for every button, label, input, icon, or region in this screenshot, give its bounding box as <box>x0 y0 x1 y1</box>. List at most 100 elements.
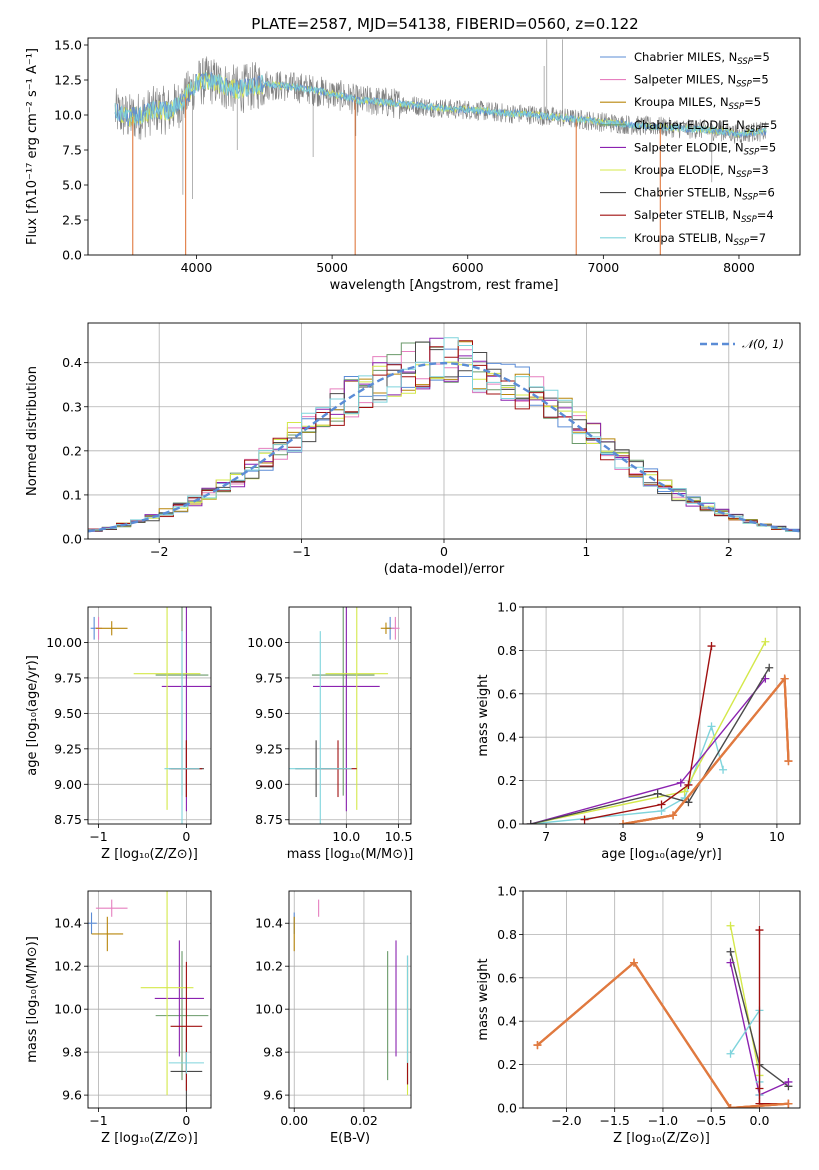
panel-mass-vs-ebv: 0.00 0.02 9.6 9.8 10.0 10.2 10.4 E(B-V) <box>255 890 412 1146</box>
legend-subscript: SSP <box>744 147 760 157</box>
axes-frame <box>288 606 412 825</box>
legend-subscript: SSP <box>736 80 752 90</box>
y-tick-label: 0.3 <box>62 399 82 414</box>
panel-weight-vs-age: 7 8 9 10 0.0 0.2 0.4 0.6 0.8 1.0 age [log₁₀(age/yr… <box>476 600 801 862</box>
y-tick-label: 10.4 <box>54 916 82 931</box>
y-tick-label: 9.00 <box>255 777 283 792</box>
legend-entry: Salpeter STELIB, NSSP=4 <box>634 208 774 225</box>
legend-text: Salpeter ELODIE, N <box>634 140 744 154</box>
series-point <box>526 820 535 824</box>
legend-entry: Chabrier STELIB, NSSP=6 <box>634 186 775 203</box>
y-tick-label: 15.0 <box>54 38 82 53</box>
y-tick-label: 10.0 <box>255 1002 283 1017</box>
histograms <box>88 337 800 533</box>
legend-subscript: SSP <box>729 102 745 112</box>
legend-entry: Salpeter MILES, NSSP=5 <box>634 73 769 90</box>
axes-frame <box>87 322 801 540</box>
series-point <box>726 1104 735 1108</box>
x-tick-label: 10.0 <box>332 829 360 844</box>
x-tick-label: 2 <box>725 544 733 559</box>
legend-text: Salpeter MILES, N <box>634 73 736 87</box>
series-kroupa-miles <box>622 675 790 824</box>
series-point <box>726 1049 735 1058</box>
legend-subscript: SSP <box>745 125 761 135</box>
errorbars <box>293 899 409 1096</box>
y-tick-label: 0.2 <box>497 1057 517 1072</box>
axes-frame <box>87 890 212 1109</box>
x-tick-label: −1.5 <box>600 1113 630 1128</box>
legend-text: Kroupa ELODIE, N <box>634 163 736 177</box>
x-tick-label: 7 <box>542 829 550 844</box>
x-tick-label: 8000 <box>723 260 755 275</box>
legend-tail: =7 <box>749 231 766 245</box>
series-point <box>684 798 693 807</box>
y-tick-label: 0.0 <box>497 1101 517 1116</box>
panel-residuals: −2 −1 0 1 2 0.0 0.1 0.2 0.3 0.4 (data-model)/error… <box>25 322 801 577</box>
panel-age-vs-Z: −1 0 8.75 9.00 9.25 9.50 9.75 10.00 Z [log₁₀(Z/Z… <box>25 606 212 862</box>
x-axis-label: mass [log₁₀(M/M⊙)] <box>287 847 414 862</box>
legend-text: Kroupa MILES, N <box>634 95 729 109</box>
legend-text: Kroupa STELIB, N <box>634 231 734 245</box>
y-tick-label: 0.4 <box>497 1014 517 1029</box>
y-tick-label: 9.6 <box>263 1088 283 1103</box>
y-tick-label: 0.6 <box>497 686 517 701</box>
axes-frame <box>87 37 801 256</box>
legend-tail: =5 <box>744 95 761 109</box>
series-point <box>719 765 728 774</box>
y-tick-label: 10.4 <box>255 916 283 931</box>
legend-tail: =5 <box>760 118 777 132</box>
x-tick-label: 0 <box>182 829 190 844</box>
x-tick-label: −2.0 <box>551 1113 581 1128</box>
y-axis-label: mass weight <box>476 674 491 756</box>
legend-subscript: SSP <box>736 170 752 180</box>
y-tick-label: 1.0 <box>497 884 517 899</box>
y-tick-label: 10.00 <box>46 635 82 650</box>
y-tick-label: 0.0 <box>62 532 82 547</box>
series-point <box>533 1041 542 1050</box>
legend-entry: Chabrier MILES, NSSP=5 <box>634 50 770 67</box>
axes-frame <box>87 606 212 825</box>
series-point <box>707 642 716 651</box>
series-point <box>784 757 793 766</box>
x-axis-label: Z [log₁₀(Z/Z⊙)] <box>613 1131 710 1146</box>
legend-subscript: SSP <box>742 193 758 203</box>
x-tick-label: 5000 <box>316 260 348 275</box>
series-point <box>707 722 716 731</box>
histogram-kroupa-stelib <box>88 337 800 532</box>
series-point <box>653 789 662 798</box>
errorbars <box>90 607 211 824</box>
y-tick-label: 0.0 <box>497 817 517 832</box>
series-point <box>765 663 774 672</box>
series-point <box>784 1099 793 1108</box>
legend-tail: =4 <box>757 208 774 222</box>
y-axis-label: age [log₁₀(age/yr)] <box>25 655 40 776</box>
weight-lines <box>526 637 793 824</box>
series-point <box>669 811 678 820</box>
legend-text: Chabrier ELODIE, N <box>634 118 745 132</box>
y-tick-label: 1.0 <box>497 600 517 615</box>
weight-lines <box>533 921 793 1108</box>
legend-tail: =6 <box>758 186 775 200</box>
legend-entry: Kroupa STELIB, NSSP=7 <box>634 231 766 248</box>
legend-entry: Salpeter ELODIE, NSSP=5 <box>634 140 776 157</box>
y-tick-label: 0.1 <box>62 487 82 502</box>
y-tick-label: 0.0 <box>62 248 82 263</box>
x-axis-label: (data-model)/error <box>384 562 505 577</box>
x-tick-label: −1 <box>89 1113 107 1128</box>
x-tick-label: 7000 <box>587 260 619 275</box>
legend-text: Chabrier STELIB, N <box>634 186 742 200</box>
y-tick-label: 9.50 <box>255 706 283 721</box>
series-chabrier-stelib <box>530 667 770 824</box>
x-tick-label: 0.0 <box>750 1113 770 1128</box>
x-axis-label: Z [log₁₀(Z/Z⊙)] <box>101 847 198 862</box>
y-tick-label: 10.0 <box>54 108 82 123</box>
y-tick-label: 0.6 <box>497 970 517 985</box>
y-axis-label: Normed distribution <box>25 366 40 496</box>
x-tick-label: 6000 <box>452 260 484 275</box>
axes-frame <box>522 890 801 1109</box>
series-point <box>755 926 764 935</box>
y-axis-label: Flux [fλ10⁻¹⁷ erg cm⁻² s⁻¹ A⁻¹] <box>25 48 40 245</box>
x-tick-label: −2 <box>150 544 168 559</box>
